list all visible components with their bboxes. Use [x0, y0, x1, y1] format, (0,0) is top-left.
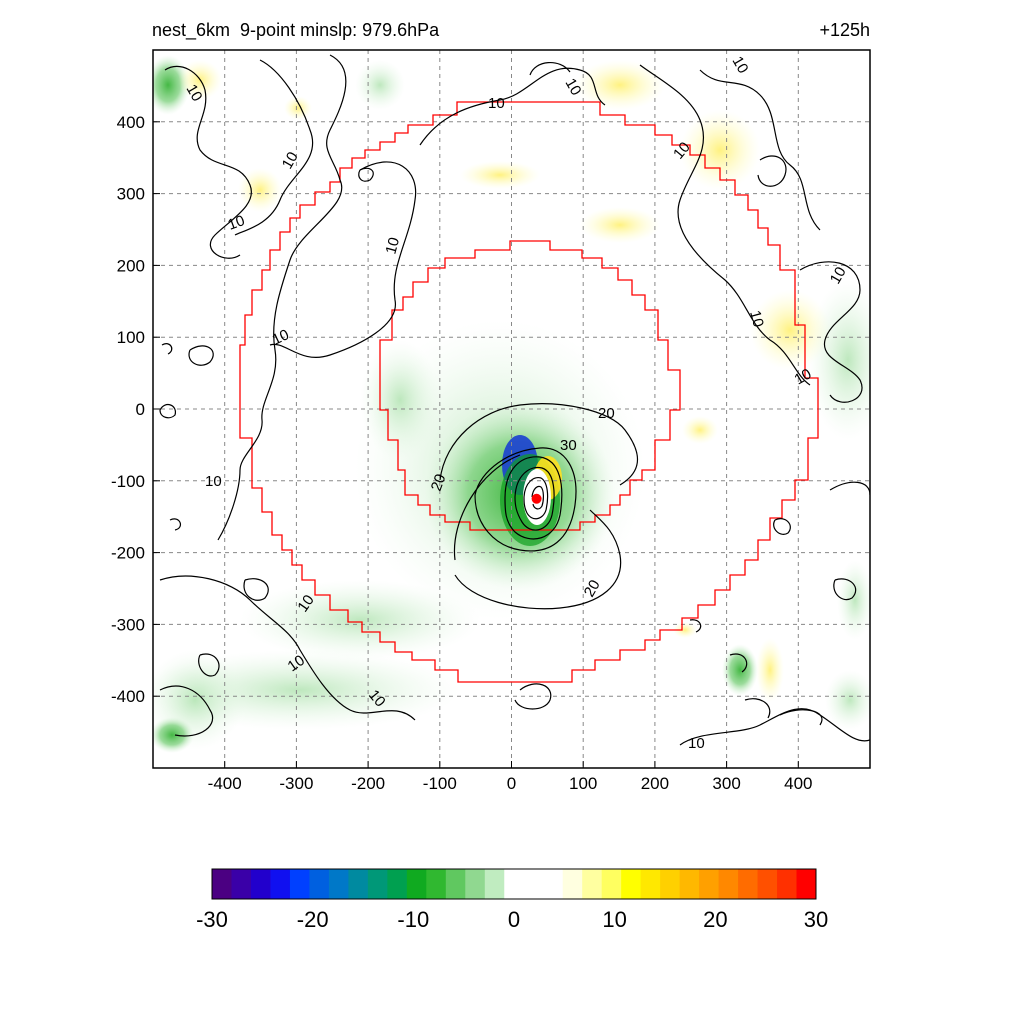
contour-label: 10: [183, 82, 206, 105]
x-tick-label: -400: [208, 774, 242, 793]
colorbar-swatch: [543, 869, 564, 899]
colorbar-swatch: [212, 869, 232, 899]
colorbar-tick-label: 10: [602, 907, 626, 932]
colorbar-swatch: [309, 869, 330, 899]
y-tick-label: 300: [117, 185, 145, 204]
storm-center-marker: [531, 493, 542, 504]
x-tick-label: 0: [507, 774, 516, 793]
y-tick-label: -300: [111, 615, 145, 634]
contour-lines: [159, 54, 870, 746]
contour-label: 20: [581, 577, 604, 600]
contour-label: 10: [205, 473, 222, 490]
colorbar-swatch: [601, 869, 622, 899]
contour-label: 10: [562, 76, 585, 99]
contour-label: 10: [746, 309, 767, 330]
forecast-hour-label: +125h: [819, 20, 870, 40]
contour-label: 10: [729, 54, 752, 77]
colorbar-swatch: [757, 869, 778, 899]
contour-label: 10: [792, 365, 815, 388]
colorbar-swatch: [738, 869, 759, 899]
colorbar-tick-label: 0: [508, 907, 520, 932]
colorbar-swatch: [445, 869, 466, 899]
y-tick-label: 400: [117, 113, 145, 132]
colorbar-swatch: [367, 869, 388, 899]
chart-title: nest_6km 9-point minslp: 979.6hPa: [152, 20, 440, 40]
colorbar-tick-label: 30: [804, 907, 828, 932]
x-axis: -400 -300 -200 -100 0 100 200 300 400: [208, 761, 812, 793]
colorbar-swatch: [718, 869, 739, 899]
shaded-field: [153, 55, 870, 753]
colorbar-swatch: [640, 869, 661, 899]
colorbar-frame: [211, 868, 817, 900]
colorbar-swatch: [504, 869, 525, 899]
colorbar-swatch: [679, 869, 700, 899]
colorbar-tick-label: -20: [297, 907, 329, 932]
colorbar-swatch: [289, 869, 310, 899]
y-tick-label: 200: [117, 256, 145, 275]
contour-label: 10: [270, 326, 292, 348]
contour-label: 10: [688, 735, 705, 752]
colorbar: [211, 868, 817, 900]
colorbar-tick-label: -30: [196, 907, 228, 932]
contour-label: 20: [428, 472, 450, 493]
contour-label: 10: [382, 236, 403, 257]
colorbar-tick-label: 20: [703, 907, 727, 932]
contour-label: 10: [827, 264, 850, 287]
x-tick-label: 300: [712, 774, 740, 793]
colorbar-swatch: [465, 869, 486, 899]
y-tick-label: 100: [117, 328, 145, 347]
colorbar-swatch: [523, 869, 544, 899]
x-tick-label: 200: [641, 774, 669, 793]
y-axis: 400 300 200 100 0 -100 -200 -300 -400: [111, 113, 160, 706]
contour-label: 10: [294, 592, 317, 615]
x-tick-label: -100: [423, 774, 457, 793]
x-tick-label: -200: [351, 774, 385, 793]
colorbar-swatch: [777, 869, 798, 899]
x-tick-label: 100: [569, 774, 597, 793]
inner-nest-boundary: [379, 240, 681, 531]
x-tick-label: 400: [784, 774, 812, 793]
contour-label: 10: [285, 652, 308, 675]
colorbar-swatch: [484, 869, 505, 899]
colorbar-swatch: [250, 869, 271, 899]
colorbar-swatch: [231, 869, 252, 899]
colorbar-swatch: [406, 869, 427, 899]
colorbar-swatch: [426, 869, 447, 899]
colorbar-swatch: [660, 869, 681, 899]
colorbar-tick-labels: -30 -20 -10 0 10 20 30: [196, 907, 828, 932]
y-tick-label: -100: [111, 472, 145, 491]
colorbar-swatch: [699, 869, 720, 899]
colorbar-swatch: [562, 869, 583, 899]
contour-label: 10: [279, 149, 302, 172]
contour-label: 20: [598, 405, 615, 422]
colorbar-tick-label: -10: [397, 907, 429, 932]
colorbar-swatch: [387, 869, 408, 899]
colorbar-swatch: [270, 869, 291, 899]
x-tick-label: -300: [279, 774, 313, 793]
colorbar-swatch: [621, 869, 642, 899]
contour-label: 30: [560, 437, 577, 454]
colorbar-swatch: [582, 869, 603, 899]
colorbar-swatch: [796, 869, 817, 899]
y-tick-label: -200: [111, 544, 145, 563]
y-tick-label: 0: [136, 400, 145, 419]
contour-label: 10: [226, 212, 247, 234]
colorbar-swatch: [328, 869, 349, 899]
contour-label: 10: [488, 95, 505, 112]
outer-nest-boundary: [239, 101, 819, 683]
y-tick-label: -400: [111, 687, 145, 706]
colorbar-swatch: [348, 869, 369, 899]
contour-labels: 10 10 10 10 10 10 10 10 10 10 10 10 10 1…: [183, 54, 850, 753]
